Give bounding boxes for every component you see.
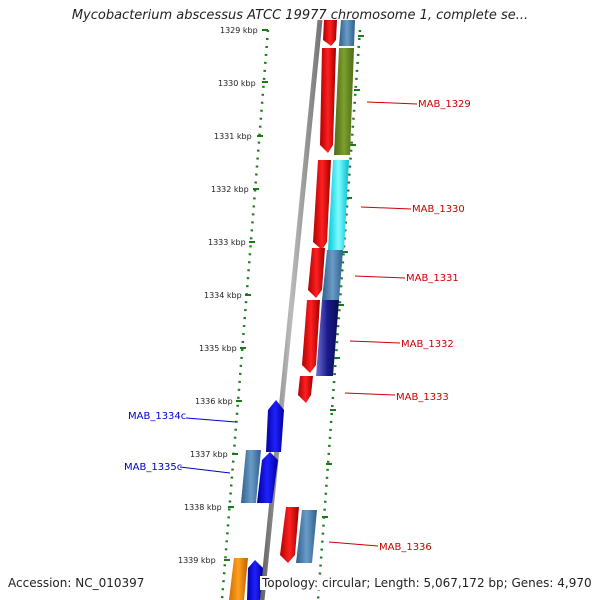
track-block-steel[interactable] (339, 20, 355, 46)
track-block-olive[interactable] (334, 48, 354, 155)
reverse-gene-arrows[interactable] (247, 400, 284, 600)
genome-stats-label: Topology: circular; Length: 5,067,172 bp… (260, 576, 594, 590)
gene-label-forward[interactable]: MAB_1333 (396, 392, 449, 403)
ruler-label: 1335 kbp (199, 344, 237, 353)
gene-arrow[interactable] (247, 560, 263, 600)
ruler-label: 1331 kbp (214, 132, 252, 141)
gene-leader-line (179, 466, 231, 474)
map-title: Mycobacterium abscessus ATCC 19977 chrom… (71, 8, 529, 23)
gene-label-forward[interactable]: MAB_1330 (412, 204, 465, 215)
track-block-cyan[interactable] (328, 160, 349, 250)
gene-label-reverse[interactable]: MAB_1334c (128, 411, 186, 422)
track-block-steel[interactable] (241, 450, 261, 503)
forward-gene-arrows[interactable] (280, 20, 337, 563)
gene-label-forward[interactable]: MAB_1332 (401, 339, 454, 350)
left-track-blocks[interactable] (229, 450, 261, 600)
gene-arrow[interactable] (302, 300, 320, 373)
gene-leader-line (360, 206, 412, 210)
gene-arrow[interactable] (257, 452, 278, 503)
gene-leader-line (185, 417, 237, 423)
gene-arrow[interactable] (313, 160, 331, 250)
ruler-label: 1333 kbp (208, 238, 246, 247)
ruler-label: 1337 kbp (190, 450, 228, 459)
gene-label-reverse[interactable]: MAB_1335c (124, 462, 182, 473)
ruler-inner-dotline (220, 29, 270, 600)
gene-leader-line (328, 541, 379, 547)
genome-backbone (259, 19, 323, 600)
ruler-label: 1334 kbp (204, 291, 242, 300)
gene-leader-line (349, 340, 401, 344)
gene-arrow[interactable] (308, 248, 325, 298)
gene-arrow[interactable] (323, 20, 337, 46)
ruler-ticks-outer (322, 35, 364, 518)
gene-arrow[interactable] (266, 400, 284, 452)
ruler-ticks-inner (224, 29, 268, 561)
gene-label-forward[interactable]: MAB_1329 (418, 99, 471, 110)
ruler-label: 1332 kbp (211, 185, 249, 194)
track-block-navy[interactable] (316, 300, 339, 376)
track-block-steel[interactable] (322, 250, 343, 300)
gene-arrow[interactable] (298, 376, 313, 403)
gene-arrow[interactable] (320, 48, 336, 153)
gene-leader-line (366, 101, 418, 105)
gene-leader-line (344, 392, 396, 396)
gene-label-forward[interactable]: MAB_1336 (379, 542, 432, 553)
ruler-label: 1336 kbp (195, 397, 233, 406)
ruler-label: 1339 kbp (178, 556, 216, 565)
outer-track-blocks[interactable] (296, 20, 355, 563)
ruler-label: 1330 kbp (218, 79, 256, 88)
ruler-label: 1338 kbp (184, 503, 222, 512)
gene-leader-line (354, 275, 406, 279)
gene-arrow[interactable] (280, 507, 299, 563)
gene-label-forward[interactable]: MAB_1331 (406, 273, 459, 284)
ruler-labels: 1329 kbp 1330 kbp 1331 kbp 1332 kbp 1333… (178, 26, 258, 565)
gene-labels[interactable]: MAB_1329 MAB_1330 MAB_1331 MAB_1332 MAB_… (124, 99, 471, 553)
track-block-orange[interactable] (229, 558, 248, 600)
accession-label: Accession: NC_010397 (8, 576, 145, 590)
ruler-label: 1329 kbp (220, 26, 258, 35)
track-block-steel[interactable] (296, 510, 317, 563)
